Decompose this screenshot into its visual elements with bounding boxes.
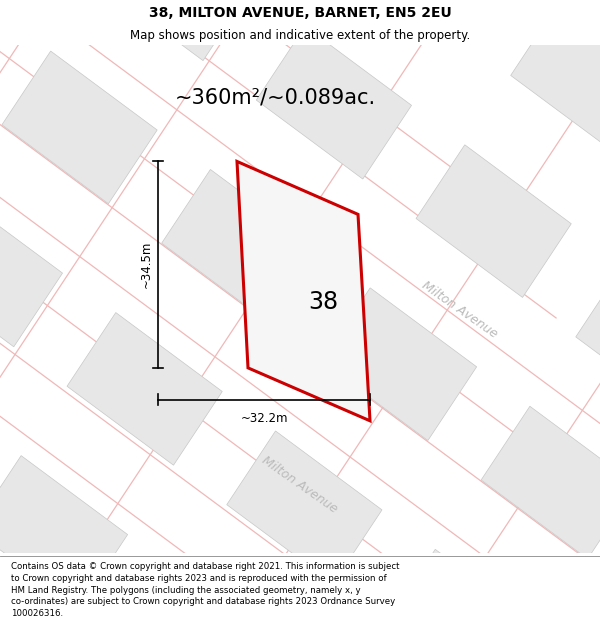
Polygon shape bbox=[256, 26, 412, 179]
Text: Contains OS data © Crown copyright and database right 2021. This information is : Contains OS data © Crown copyright and d… bbox=[11, 562, 400, 571]
Text: to Crown copyright and database rights 2023 and is reproduced with the permissio: to Crown copyright and database rights 2… bbox=[11, 574, 386, 583]
Polygon shape bbox=[97, 0, 252, 61]
Text: Milton Avenue: Milton Avenue bbox=[260, 453, 340, 515]
Polygon shape bbox=[351, 0, 506, 36]
Polygon shape bbox=[132, 574, 287, 625]
Text: HM Land Registry. The polygons (including the associated geometry, namely x, y: HM Land Registry. The polygons (includin… bbox=[11, 586, 361, 595]
Polygon shape bbox=[322, 288, 476, 441]
Text: Map shows position and indicative extent of the property.: Map shows position and indicative extent… bbox=[130, 29, 470, 42]
Polygon shape bbox=[237, 161, 370, 421]
Text: 100026316.: 100026316. bbox=[11, 609, 63, 618]
Polygon shape bbox=[481, 406, 600, 559]
Text: ~360m²/~0.089ac.: ~360m²/~0.089ac. bbox=[175, 88, 376, 108]
Text: ~32.2m: ~32.2m bbox=[240, 412, 288, 426]
Text: co-ordinates) are subject to Crown copyright and database rights 2023 Ordnance S: co-ordinates) are subject to Crown copyr… bbox=[11, 598, 395, 606]
Polygon shape bbox=[67, 312, 222, 465]
Polygon shape bbox=[0, 194, 62, 347]
Polygon shape bbox=[161, 169, 317, 322]
Polygon shape bbox=[2, 51, 157, 204]
Polygon shape bbox=[0, 456, 128, 608]
Text: 38: 38 bbox=[308, 290, 338, 314]
Text: 38, MILTON AVENUE, BARNET, EN5 2EU: 38, MILTON AVENUE, BARNET, EN5 2EU bbox=[149, 6, 451, 19]
Polygon shape bbox=[416, 145, 571, 298]
Polygon shape bbox=[227, 431, 382, 584]
Polygon shape bbox=[386, 549, 542, 625]
Text: ~34.5m: ~34.5m bbox=[139, 241, 152, 288]
Text: Milton Avenue: Milton Avenue bbox=[420, 279, 500, 341]
Polygon shape bbox=[576, 263, 600, 416]
Polygon shape bbox=[511, 2, 600, 154]
Polygon shape bbox=[0, 599, 33, 625]
